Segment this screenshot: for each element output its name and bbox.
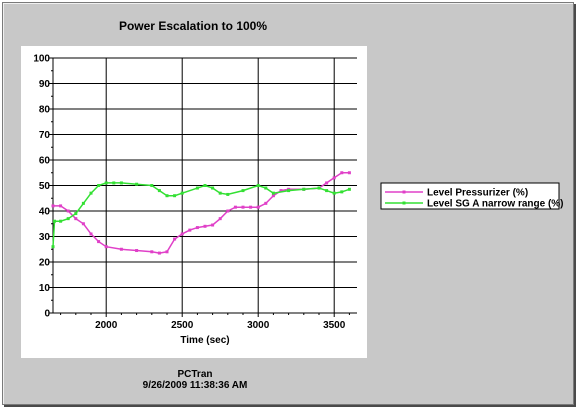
data-point — [135, 182, 139, 186]
data-point — [59, 204, 63, 208]
data-point — [203, 224, 207, 228]
data-point — [104, 245, 108, 249]
data-point — [150, 250, 154, 254]
data-point — [256, 184, 260, 187]
data-point — [347, 171, 351, 175]
x-tick-label: 3000 — [247, 320, 270, 331]
legend-label: Level SG A narrow range (%) — [427, 199, 564, 210]
data-point — [211, 223, 215, 227]
chart-canvas: Power Escalation to 100% 0 10 20 30 40 50 60 70… — [21, 19, 564, 391]
data-point — [271, 194, 275, 198]
y-tick-label: 60 — [39, 156, 51, 167]
data-point — [157, 189, 161, 193]
legend-swatch-marker — [402, 190, 406, 194]
data-point — [325, 189, 329, 193]
y-tick-label: 50 — [39, 181, 51, 192]
x-tick-label: 3500 — [323, 320, 346, 331]
data-point — [195, 186, 199, 190]
legend-box — [380, 182, 560, 210]
legend: Level Pressurizer (%)Level SG A narrow r… — [380, 182, 564, 210]
data-point — [165, 250, 169, 254]
data-point — [112, 181, 116, 185]
data-point — [97, 240, 101, 244]
data-point — [302, 187, 306, 191]
footer-timestamp: 9/26/2009 11:38:36 AM — [143, 380, 248, 391]
data-point — [325, 181, 329, 185]
data-point — [119, 181, 123, 185]
data-point — [226, 209, 230, 213]
data-point — [74, 212, 78, 216]
data-point — [53, 219, 57, 223]
data-point — [74, 217, 78, 221]
data-point — [256, 205, 260, 209]
data-point — [119, 247, 123, 251]
data-point — [332, 191, 336, 195]
plot-background — [21, 46, 367, 358]
legend-label: Level Pressurizer (%) — [427, 188, 528, 199]
x-tick-label: 2500 — [171, 320, 194, 331]
data-point — [180, 191, 184, 195]
y-tick-label: 80 — [39, 105, 51, 116]
y-tick-label: 100 — [33, 54, 50, 65]
x-axis-label: Time (sec) — [180, 335, 229, 346]
y-tick-label: 90 — [39, 79, 51, 90]
data-point — [59, 219, 63, 223]
data-point — [81, 201, 85, 205]
data-point — [241, 205, 245, 209]
data-point — [97, 184, 101, 187]
data-point — [211, 186, 215, 190]
data-point — [89, 191, 93, 195]
data-point — [180, 232, 184, 236]
data-point — [218, 191, 222, 195]
data-point — [157, 251, 161, 255]
data-point — [317, 186, 321, 190]
data-point — [226, 192, 230, 196]
x-tick-label: 2000 — [95, 320, 118, 331]
data-point — [51, 204, 55, 208]
data-point — [66, 217, 70, 221]
data-point — [89, 232, 93, 236]
series-group — [51, 171, 351, 255]
data-point — [150, 184, 154, 187]
chart-title: Power Escalation to 100% — [119, 19, 267, 33]
data-point — [135, 249, 139, 253]
data-point — [188, 228, 192, 232]
data-point — [165, 194, 169, 198]
data-point — [66, 209, 70, 213]
data-point — [264, 201, 268, 205]
data-point — [173, 237, 177, 241]
data-point — [203, 184, 207, 187]
data-point — [51, 245, 55, 249]
footer-source: PCTran — [177, 369, 212, 380]
data-point — [340, 171, 344, 175]
data-point — [264, 186, 268, 190]
y-tick-label: 30 — [39, 232, 51, 243]
series-group — [51, 181, 351, 249]
y-tick-label: 20 — [39, 258, 51, 269]
data-point — [340, 190, 344, 194]
y-tick-label: 0 — [44, 309, 50, 320]
data-point — [218, 217, 222, 221]
legend-swatch-marker — [402, 201, 406, 205]
series-layer — [51, 171, 351, 255]
data-point — [279, 189, 283, 193]
data-point — [271, 191, 275, 195]
axes: 0 10 20 30 40 50 60 70 80 90 100 2000 2500 3000 3500 — [33, 54, 357, 331]
y-tick-label: 40 — [39, 207, 51, 218]
data-point — [233, 205, 237, 209]
data-point — [347, 187, 351, 191]
data-point — [287, 189, 291, 193]
y-tick-label: 10 — [39, 283, 51, 294]
data-point — [241, 189, 245, 193]
data-point — [81, 222, 85, 226]
data-point — [249, 205, 253, 209]
data-point — [332, 176, 336, 180]
y-tick-label: 70 — [39, 130, 51, 141]
data-point — [173, 194, 177, 198]
data-point — [104, 181, 108, 185]
data-point — [195, 226, 199, 230]
